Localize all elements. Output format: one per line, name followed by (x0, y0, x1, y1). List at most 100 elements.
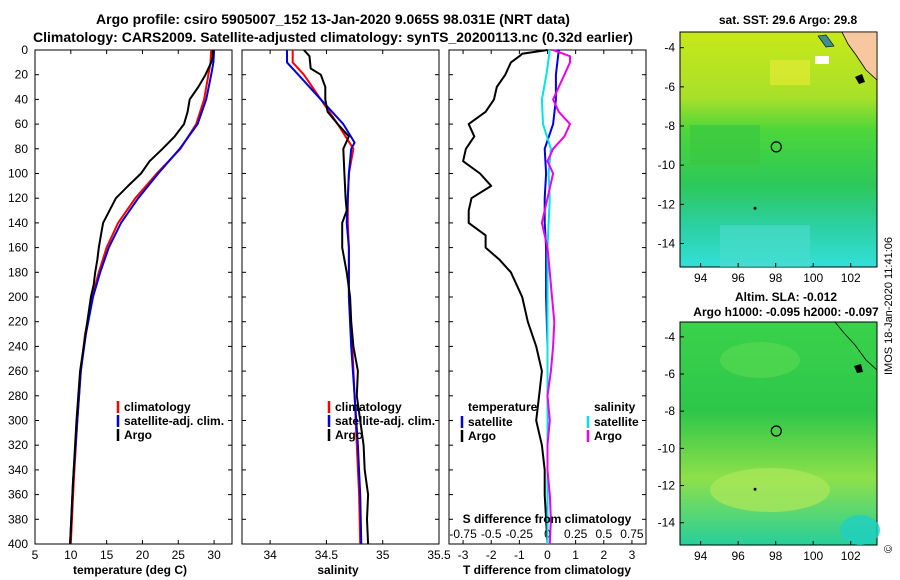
sla-map-anomaly (720, 342, 800, 378)
legend-label-climatology: climatology (335, 400, 402, 414)
depth-tick-label: 40 (15, 92, 29, 106)
temperature-legend: climatology satellite-adj. clim. Argo (116, 400, 224, 442)
legend-label-satellite-adj: satellite-adj. clim. (335, 414, 435, 428)
lat-tick-label: -6 (664, 80, 675, 94)
difference-series (462, 49, 571, 545)
temperature-frame (34, 49, 233, 545)
lon-tick-label: 96 (731, 271, 745, 285)
sumatra-land (841, 31, 878, 81)
island-outline (855, 74, 865, 84)
lat-tick-label: -4 (664, 330, 675, 344)
lon-tick-label: 94 (694, 549, 708, 563)
difference-panel: -3 -2 -1 0 1 2 3 -0.75 -0.5 -0.25 0 0.25 0.5 0.75 T … (448, 49, 647, 577)
temperature-xlabel: temperature (deg C) (73, 563, 187, 577)
series-line-argo (69, 50, 214, 545)
s-tick-label: 0.25 (564, 527, 588, 541)
x-tick-label: 0 (544, 548, 551, 562)
depth-tick-label: 340 (8, 463, 28, 477)
salinity-panel: 34 34.5 35 35.5 salinity climatology satell… (241, 49, 451, 577)
depth-tick-label: 300 (8, 414, 28, 428)
lat-tick-label: -12 (658, 479, 676, 493)
legend-label-s-satellite: satellite (594, 415, 639, 429)
x-tick-label: 3 (629, 548, 636, 562)
s-tick-label: 0.75 (620, 527, 644, 541)
salinity-x-axis: 34 34.5 35 35.5 (242, 49, 451, 562)
lon-tick-label: 98 (769, 549, 783, 563)
sst-map-title: sat. SST: 29.6 Argo: 29.8 (718, 13, 858, 27)
lat-tick-label: -6 (664, 367, 675, 381)
sla-map-axes: 94 96 98 100 102 -4 -6 -8 -10 -12 -14 (658, 330, 861, 563)
sst-map-axes: 94 96 98 100 102 -4 -6 -8 -10 -12 -14 (658, 41, 861, 285)
sla-map-anomaly (840, 515, 880, 545)
sst-map-patch (720, 225, 810, 267)
lat-tick-label: -14 (658, 237, 676, 251)
x-tick-label: -1 (514, 548, 525, 562)
depth-axis: 0 20 40 60 80 100 120 140 160 180 200 220 240 260 280 3… (8, 43, 28, 551)
x-tick-label: -2 (486, 548, 497, 562)
x-tick-label: 1 (572, 548, 579, 562)
depth-tick-label: 80 (15, 142, 29, 156)
depth-tick-label: 380 (8, 512, 28, 526)
x-tick-label: 25 (172, 548, 186, 562)
lon-tick-label: 100 (803, 271, 823, 285)
lon-tick-label: 94 (694, 271, 708, 285)
sumatra-outline (834, 321, 878, 371)
depth-tick-label: 400 (8, 537, 28, 551)
legend-label-t-argo: Argo (468, 429, 496, 443)
salinity-xlabel: salinity (317, 563, 359, 577)
depth-tick-label: 160 (8, 241, 28, 255)
sst-map-patch (770, 60, 810, 85)
x-tick-label: 5 (32, 548, 39, 562)
depth-tick-label: 280 (8, 389, 28, 403)
salinity-frame (241, 49, 440, 545)
s-tick-label: -0.75 (449, 527, 477, 541)
series-line-argo (303, 49, 370, 545)
depth-tick-label: 0 (21, 43, 28, 57)
lat-tick-label: -8 (664, 119, 675, 133)
x-tick-label: 34.5 (315, 548, 339, 562)
sla-map-title-line2: Argo h1000: -0.095 h2000: -0.097 (693, 305, 879, 319)
depth-tick-label: 140 (8, 216, 28, 230)
depth-tick-label: 100 (8, 167, 28, 181)
salinity-legend: climatology satellite-adj. clim. Argo (327, 400, 435, 442)
series-line-satellite-adj-clim- (286, 50, 363, 545)
depth-tick-label: 220 (8, 315, 28, 329)
sst-map-patch (690, 125, 760, 165)
depth-tick-label: 60 (15, 117, 29, 131)
x-tick-label: 20 (136, 548, 150, 562)
depth-tick-label: 360 (8, 488, 28, 502)
lat-tick-label: -10 (658, 158, 676, 172)
salinity-series (286, 49, 370, 545)
legend-heading-salinity: salinity (594, 400, 636, 414)
x-tick-label: 35.5 (427, 548, 451, 562)
temperature-series (69, 49, 216, 545)
island-outline (854, 364, 863, 373)
sst-map: 94 96 98 100 102 -4 -6 -8 -10 -12 -14 (658, 31, 878, 285)
depth-tick-label: 260 (8, 364, 28, 378)
x-tick-label: 35 (376, 548, 390, 562)
cocos-island-marker (753, 487, 757, 491)
s-tick-label: -0.25 (506, 527, 534, 541)
depth-tick-label: 20 (15, 68, 29, 82)
title-line1: Argo profile: csiro 5905007_152 13-Jan-2… (96, 11, 570, 27)
legend-label-argo: Argo (124, 428, 152, 442)
legend-label-s-argo: Argo (594, 429, 622, 443)
s-difference-axis: -0.75 -0.5 -0.25 0 0.25 0.5 0.75 (449, 527, 644, 541)
s-tick-label: -0.5 (481, 527, 502, 541)
legend-label-t-satellite: satellite (468, 415, 513, 429)
sla-map-anomaly (710, 468, 830, 512)
x-tick-label: 2 (600, 548, 607, 562)
x-tick-label: -3 (458, 548, 469, 562)
island-outline (817, 34, 835, 48)
sla-map: 94 96 98 100 102 -4 -6 -8 -10 -12 -14 (658, 321, 880, 563)
argo-location-marker (770, 141, 782, 153)
lon-tick-label: 100 (803, 549, 823, 563)
legend-heading-temperature: temperature (468, 400, 538, 414)
sla-map-title-line1: Altim. SLA: -0.012 (734, 290, 838, 304)
depth-tick-label: 320 (8, 438, 28, 452)
lat-tick-label: -4 (664, 41, 675, 55)
s-tick-label: 0.5 (595, 527, 612, 541)
lon-tick-label: 102 (841, 549, 861, 563)
temperature-x-axis: 5 10 15 20 25 30 (32, 49, 232, 562)
